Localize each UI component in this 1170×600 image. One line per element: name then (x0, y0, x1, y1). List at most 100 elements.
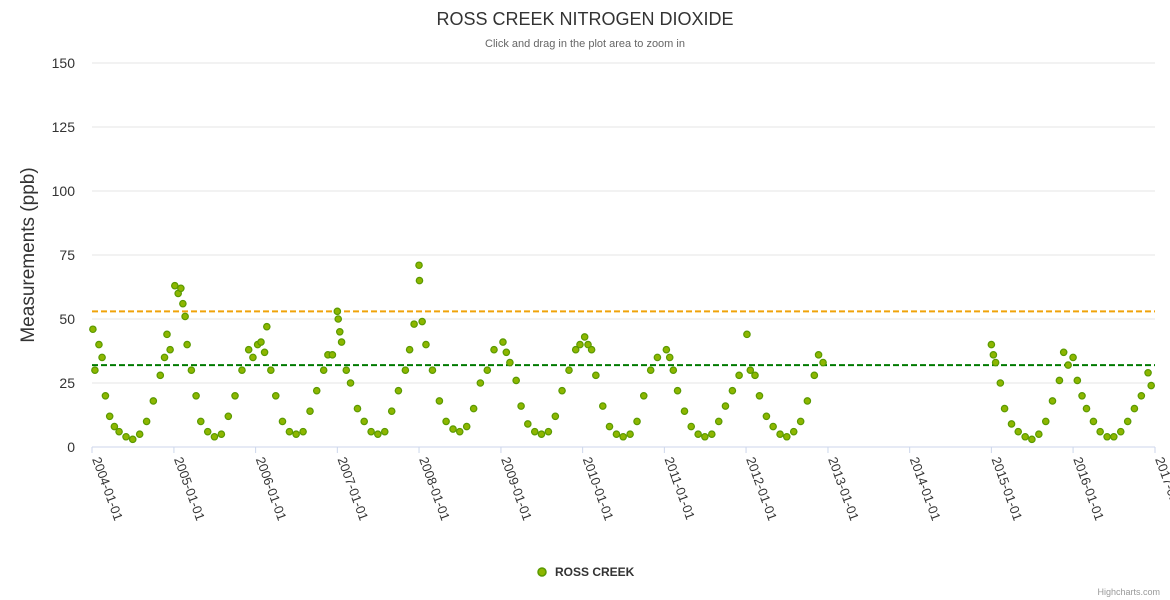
data-point[interactable] (714, 417, 723, 426)
data-point[interactable] (238, 366, 246, 375)
data-point[interactable] (181, 312, 189, 321)
data-point[interactable] (544, 427, 553, 436)
data-point[interactable] (171, 281, 179, 290)
data-point[interactable] (177, 284, 185, 293)
data-point[interactable] (1089, 417, 1098, 426)
data-point[interactable] (101, 391, 110, 400)
series-ross-creek[interactable] (89, 261, 1155, 444)
data-point[interactable] (571, 345, 580, 354)
data-point[interactable] (166, 345, 174, 354)
data-point[interactable] (115, 427, 123, 436)
data-point[interactable] (374, 430, 382, 439)
data-point[interactable] (203, 427, 212, 436)
data-point[interactable] (605, 422, 614, 431)
data-point[interactable] (565, 366, 573, 375)
data-point[interactable] (476, 379, 485, 387)
data-point[interactable] (149, 397, 158, 405)
data-point[interactable] (122, 432, 130, 441)
data-point[interactable] (619, 432, 627, 441)
data-point[interactable] (1116, 427, 1125, 436)
data-point[interactable] (612, 430, 621, 439)
data-point[interactable] (179, 299, 187, 308)
data-point[interactable] (299, 427, 307, 436)
data-point[interactable] (260, 348, 269, 357)
data-point[interactable] (499, 338, 507, 346)
data-point[interactable] (776, 430, 784, 439)
data-point[interactable] (422, 340, 430, 349)
data-point[interactable] (517, 402, 525, 410)
data-point[interactable] (1048, 397, 1057, 405)
data-point[interactable] (110, 422, 119, 431)
data-point[interactable] (1014, 427, 1023, 436)
data-point[interactable] (91, 366, 99, 375)
data-point[interactable] (789, 427, 798, 436)
data-point[interactable] (183, 340, 191, 349)
data-point[interactable] (769, 422, 777, 431)
data-point[interactable] (380, 427, 389, 436)
data-point[interactable] (803, 397, 812, 405)
data-point[interactable] (1082, 404, 1091, 413)
data-point[interactable] (490, 345, 498, 354)
data-point[interactable] (328, 351, 337, 359)
data-point[interactable] (524, 420, 532, 428)
data-point[interactable] (210, 432, 219, 441)
data-point[interactable] (558, 386, 566, 395)
data-point[interactable] (319, 366, 328, 375)
data-point[interactable] (687, 422, 696, 431)
data-point[interactable] (1147, 381, 1155, 390)
data-point[interactable] (156, 371, 165, 380)
data-point[interactable] (367, 427, 375, 436)
data-point[interactable] (580, 333, 589, 341)
data-point[interactable] (160, 353, 169, 362)
data-point[interactable] (762, 412, 771, 421)
data-point[interactable] (342, 366, 351, 375)
data-point[interactable] (415, 276, 424, 285)
data-point[interactable] (991, 358, 1000, 367)
data-point[interactable] (187, 366, 196, 375)
data-point[interactable] (263, 322, 271, 331)
data-point[interactable] (728, 386, 737, 395)
data-point[interactable] (987, 340, 996, 349)
data-point[interactable] (646, 366, 655, 375)
data-point[interactable] (1078, 391, 1086, 400)
data-point[interactable] (334, 315, 343, 323)
data-point[interactable] (662, 345, 671, 354)
data-point[interactable] (483, 366, 492, 375)
data-point[interactable] (592, 371, 600, 380)
data-point[interactable] (551, 412, 560, 421)
data-point[interactable] (1103, 432, 1111, 441)
data-point[interactable] (1137, 391, 1146, 400)
data-point[interactable] (163, 330, 171, 339)
data-point[interactable] (796, 417, 805, 426)
data-point[interactable] (405, 345, 414, 354)
data-point[interactable] (1000, 404, 1009, 413)
data-point[interactable] (506, 358, 514, 367)
data-point[interactable] (231, 391, 239, 400)
data-point[interactable] (95, 340, 103, 349)
data-point[interactable] (360, 417, 368, 426)
data-point[interactable] (626, 430, 634, 439)
data-point[interactable] (442, 417, 450, 426)
data-point[interactable] (587, 345, 596, 354)
data-point[interactable] (128, 435, 137, 444)
data-point[interactable] (1073, 376, 1082, 385)
data-point[interactable] (267, 366, 275, 375)
data-point[interactable] (249, 353, 257, 362)
data-point[interactable] (665, 353, 674, 362)
data-point[interactable] (142, 417, 151, 426)
data-point[interactable] (735, 371, 743, 380)
data-point[interactable] (346, 379, 355, 387)
data-point[interactable] (435, 397, 444, 405)
data-point[interactable] (639, 391, 648, 400)
data-point[interactable] (576, 340, 584, 349)
data-point[interactable] (989, 351, 998, 359)
data-point[interactable] (285, 427, 294, 436)
data-point[interactable] (598, 402, 607, 410)
data-point[interactable] (335, 327, 344, 336)
legend[interactable]: ROSS CREEK (537, 565, 635, 579)
data-point[interactable] (746, 366, 755, 375)
data-point[interactable] (217, 430, 226, 439)
data-point[interactable] (312, 386, 321, 395)
data-point[interactable] (996, 379, 1005, 387)
data-point[interactable] (1055, 376, 1064, 385)
